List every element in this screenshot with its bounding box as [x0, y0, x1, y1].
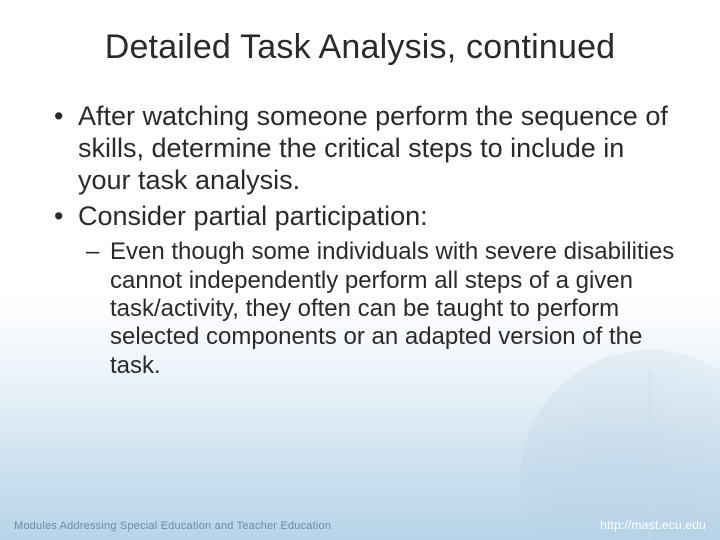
- footer-url: http://mast.ecu.edu: [600, 518, 706, 532]
- bullet-list: After watching someone perform the seque…: [44, 101, 676, 380]
- footer-left-text: Modules Addressing Special Education and…: [14, 520, 331, 532]
- list-item: After watching someone perform the seque…: [52, 101, 676, 197]
- list-item: Consider partial participation: Even tho…: [52, 201, 676, 380]
- bullet-text: Consider partial participation:: [78, 201, 428, 231]
- slide-footer: Modules Addressing Special Education and…: [0, 510, 720, 540]
- sub-bullet-list: Even though some individuals with severe…: [78, 238, 676, 380]
- sub-bullet-text: Even though some individuals with severe…: [110, 238, 674, 378]
- sub-list-item: Even though some individuals with severe…: [82, 238, 676, 380]
- slide: Detailed Task Analysis, continued After …: [0, 0, 720, 540]
- bullet-text: After watching someone perform the seque…: [78, 101, 668, 195]
- slide-title: Detailed Task Analysis, continued: [44, 28, 676, 67]
